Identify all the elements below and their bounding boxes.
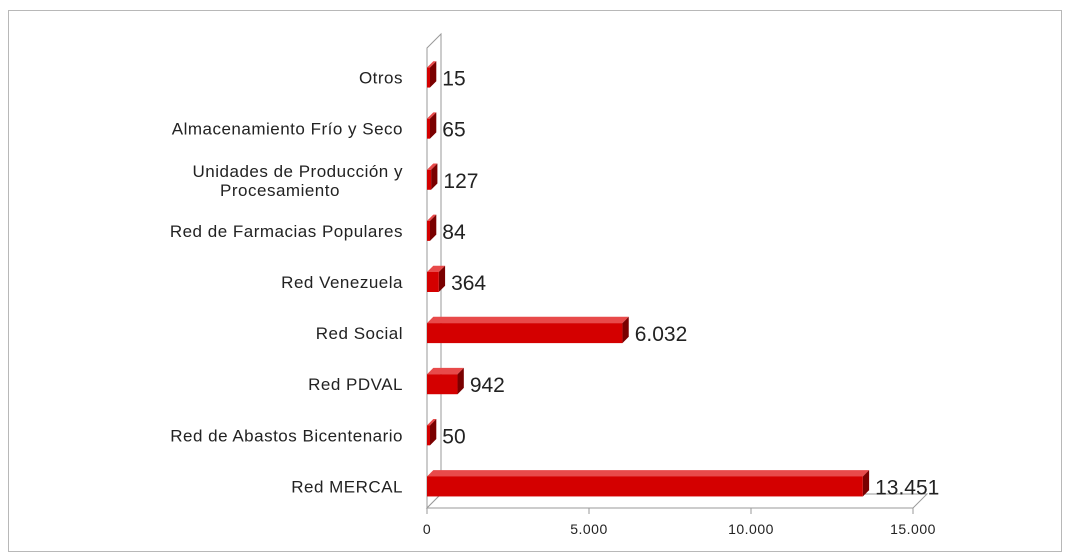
bar-front (427, 374, 458, 395)
category-label: Almacenamiento Frío y Seco (172, 120, 403, 139)
bar (427, 61, 437, 88)
bar-side (622, 316, 629, 344)
data-label: 65 (442, 119, 465, 142)
bar-front (427, 323, 623, 344)
bar-top (427, 214, 437, 221)
category-label: Red de Abastos Bicentenario (170, 426, 403, 445)
bar-top (427, 316, 629, 324)
bar-side (431, 163, 438, 190)
bar (427, 367, 464, 395)
bar-front (427, 67, 430, 88)
category-label-line: Procesamiento (220, 181, 340, 200)
bar (427, 470, 870, 497)
bar-side (438, 265, 446, 292)
data-label: 127 (443, 170, 478, 193)
x-tick-label: 5.000 (570, 521, 608, 537)
bar-top (427, 419, 437, 426)
bars (427, 61, 870, 497)
category-label-line: Unidades de Producción y (193, 162, 403, 181)
data-label: 84 (442, 221, 466, 244)
bar-side (862, 470, 870, 497)
bar (427, 163, 438, 190)
data-label: 6.032 (635, 323, 688, 346)
bar-front (427, 476, 863, 497)
category-label: Unidades de Producción y Procesamiento (193, 162, 403, 200)
bar-side (430, 112, 437, 139)
bar (427, 214, 437, 241)
bar-front (427, 425, 430, 446)
bar-top (427, 112, 437, 119)
bar-side (430, 61, 437, 88)
bar-side (430, 419, 437, 446)
bar (427, 265, 446, 292)
bar-side (430, 214, 437, 241)
bar-front (427, 118, 430, 139)
bar (427, 419, 437, 446)
chart-frame (8, 10, 1062, 552)
data-label: 13.451 (875, 476, 939, 499)
bar-front (427, 169, 432, 190)
category-label: Otros (359, 69, 403, 88)
data-label: 15 (442, 68, 465, 91)
data-label: 364 (451, 272, 486, 295)
category-label: Red de Farmacias Populares (170, 222, 403, 241)
bar-top (427, 61, 437, 68)
bar-top (427, 367, 464, 375)
data-label: 942 (470, 374, 505, 397)
category-label: Red Venezuela (281, 273, 403, 292)
bar-top (427, 265, 446, 272)
category-label: Red Social (316, 324, 403, 343)
bar-front (427, 272, 439, 292)
category-label: Red PDVAL (308, 375, 403, 394)
bar-side (457, 367, 464, 395)
category-label: Red MERCAL (291, 477, 403, 496)
bar-top (427, 163, 438, 170)
data-label: 50 (442, 425, 465, 448)
x-tick-label: 10.000 (728, 521, 774, 537)
x-tick-label: 15.000 (890, 521, 936, 537)
labels: 0 5.000 10.000 15.000 13.451 Red MERCAL 50 Red … (170, 68, 940, 537)
bar (427, 316, 629, 344)
bar-top (427, 470, 870, 477)
x-tick-label: 0 (423, 521, 431, 537)
bar-front (427, 220, 430, 241)
axes (425, 32, 929, 514)
bar (427, 112, 437, 139)
